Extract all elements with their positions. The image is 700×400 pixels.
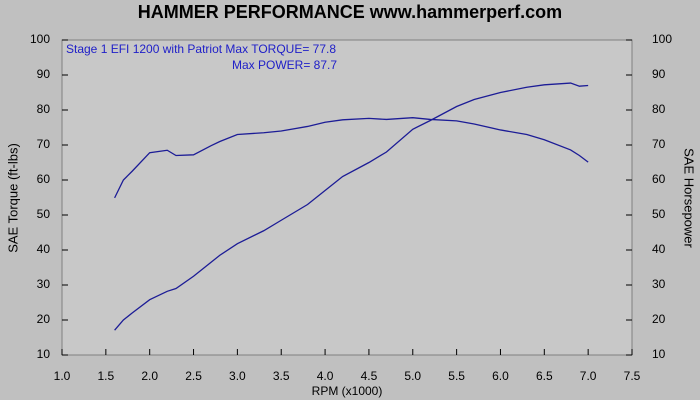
y-tick-label: 100 <box>30 32 50 46</box>
y2-tick-label: 50 <box>652 207 666 221</box>
y2-axis-label: SAE Horsepower <box>682 148 697 248</box>
annotation: Max POWER= 87.7 <box>232 58 337 72</box>
y-tick-label: 20 <box>37 312 51 326</box>
y-tick-label: 50 <box>37 207 51 221</box>
x-tick-label: 7.0 <box>580 369 597 383</box>
y2-tick-label: 80 <box>652 102 666 116</box>
x-tick-label: 1.5 <box>98 369 115 383</box>
y2-tick-label: 10 <box>652 347 666 361</box>
y-tick-label: 70 <box>37 137 51 151</box>
x-tick-label: 7.5 <box>624 369 641 383</box>
x-tick-label: 4.0 <box>317 369 334 383</box>
x-tick-label: 6.0 <box>492 369 509 383</box>
y-tick-label: 40 <box>37 242 51 256</box>
x-tick-label: 6.5 <box>536 369 553 383</box>
y2-tick-label: 60 <box>652 172 666 186</box>
x-tick-label: 2.0 <box>141 369 158 383</box>
series-line <box>114 117 589 199</box>
x-tick-label: 3.0 <box>229 369 246 383</box>
y-tick-label: 60 <box>37 172 51 186</box>
x-tick-label: 2.5 <box>185 369 202 383</box>
y-axis-label: SAE Torque (ft-lbs) <box>5 143 20 253</box>
y-tick-label: 30 <box>37 277 51 291</box>
x-axis-label: RPM (x1000) <box>312 384 383 398</box>
annotation: Stage 1 EFI 1200 with Patriot Max TORQUE… <box>66 42 336 56</box>
y-tick-label: 90 <box>37 67 51 81</box>
y2-tick-label: 30 <box>652 277 666 291</box>
y2-tick-label: 90 <box>652 67 666 81</box>
x-tick-label: 1.0 <box>54 369 71 383</box>
y-tick-label: 80 <box>37 102 51 116</box>
x-tick-label: 4.5 <box>361 369 378 383</box>
y2-tick-label: 100 <box>652 32 672 46</box>
x-tick-label: 5.5 <box>448 369 465 383</box>
x-tick-label: 3.5 <box>273 369 290 383</box>
series-line <box>114 82 589 331</box>
y-tick-label: 10 <box>37 347 51 361</box>
y2-tick-label: 70 <box>652 137 666 151</box>
x-tick-label: 5.0 <box>404 369 421 383</box>
plot-area <box>61 39 633 356</box>
y2-tick-label: 20 <box>652 312 666 326</box>
chart-title: HAMMER PERFORMANCE www.hammerperf.com <box>138 2 562 22</box>
y2-tick-label: 40 <box>652 242 666 256</box>
